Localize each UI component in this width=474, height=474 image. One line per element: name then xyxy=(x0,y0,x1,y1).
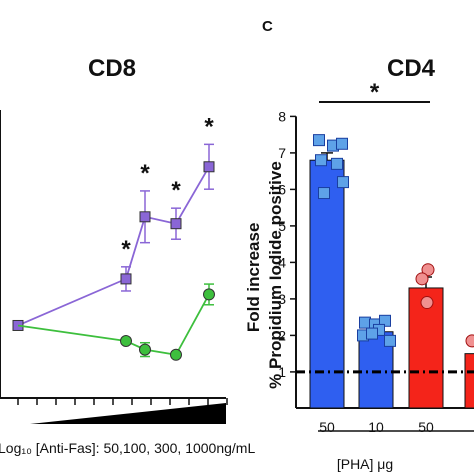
cd8-significance-star: * xyxy=(121,236,131,263)
cd4-data-point xyxy=(337,176,349,189)
cd4-data-point xyxy=(315,154,327,167)
cd4-data-point xyxy=(331,157,343,170)
cd8-plot-area: * * * * xyxy=(12,113,215,361)
cd4-y-tick-label: 6 xyxy=(278,181,286,197)
cd4-y-tick-label: 8 xyxy=(278,108,286,124)
cd4-plot-area: 50 10 50 * xyxy=(296,79,474,435)
cd4-data-point xyxy=(421,263,435,277)
cd8-significance-star: * xyxy=(140,160,150,187)
cd4-data-point xyxy=(384,334,396,347)
cd8-point-series-2 xyxy=(139,343,151,356)
cd4-data-point xyxy=(336,137,348,150)
cd4-y-tick-label: 1 xyxy=(278,364,286,380)
cd4-bar-partial xyxy=(464,353,474,409)
cd4-x-tick-label: 50 xyxy=(319,419,335,435)
cd4-data-point xyxy=(318,187,330,200)
cd8-point-series-2 xyxy=(170,348,182,361)
cd8-significance-star: * xyxy=(204,113,214,140)
chart-cd4-xlabel: [PHA] μg xyxy=(337,456,393,472)
chart-cd4: CD4 Fold increase % Propidium Iodide pos… xyxy=(244,55,474,472)
cd8-significance-star: * xyxy=(171,177,181,204)
cd4-data-point xyxy=(465,334,474,348)
cd4-y-tick-label: 2 xyxy=(278,327,286,343)
chart-cd4-ylabel-line1: Fold increase xyxy=(244,223,263,333)
cd8-point-series-1 xyxy=(170,218,182,230)
chart-cd4-ylabel: Fold increase % Propidium Iodide positiv… xyxy=(244,161,285,389)
chart-cd4-title: CD4 xyxy=(387,55,436,82)
chart-cd8-title: CD8 xyxy=(88,55,136,82)
cd8-series-line-2 xyxy=(17,293,210,356)
cd4-data-point xyxy=(420,296,434,310)
chart-cd8: CD8 * * * * Log₁₀ [Anti-Fas]: 50,100, 300, … xyxy=(0,55,255,456)
panel-label: C xyxy=(262,18,273,35)
cd4-data-point xyxy=(313,134,325,147)
cd8-point-series-2 xyxy=(120,335,132,347)
cd4-y-tick-label: 4 xyxy=(278,254,286,270)
chart-cd4-ylabel-line2: % Propidium Iodide positive xyxy=(266,161,285,389)
cd8-point-series-1 xyxy=(203,161,215,173)
chart-cd8-xlabel: Log₁₀ [Anti-Fas]: 50,100, 300, 1000ng/mL xyxy=(0,440,255,456)
cd8-point-series-1 xyxy=(120,273,132,285)
cd8-x-ticks xyxy=(17,398,228,405)
dose-gradient-wedge xyxy=(30,403,226,424)
cd4-data-point xyxy=(366,327,378,340)
cd8-point-series-1 xyxy=(139,211,151,223)
cd4-y-tick-label: 5 xyxy=(278,218,286,234)
cd4-x-tick-label: 10 xyxy=(368,419,384,435)
cd4-y-tick-label: 7 xyxy=(278,145,286,161)
cd8-point-series-2 xyxy=(203,288,215,301)
cd4-x-tick-label: 50 xyxy=(418,419,434,435)
cd4-data-point xyxy=(359,316,371,329)
cd4-y-tick-label: 3 xyxy=(278,291,286,307)
cd4-bar xyxy=(309,159,345,409)
cd4-data-point xyxy=(415,272,429,286)
cd4-significance-star: * xyxy=(370,79,380,106)
